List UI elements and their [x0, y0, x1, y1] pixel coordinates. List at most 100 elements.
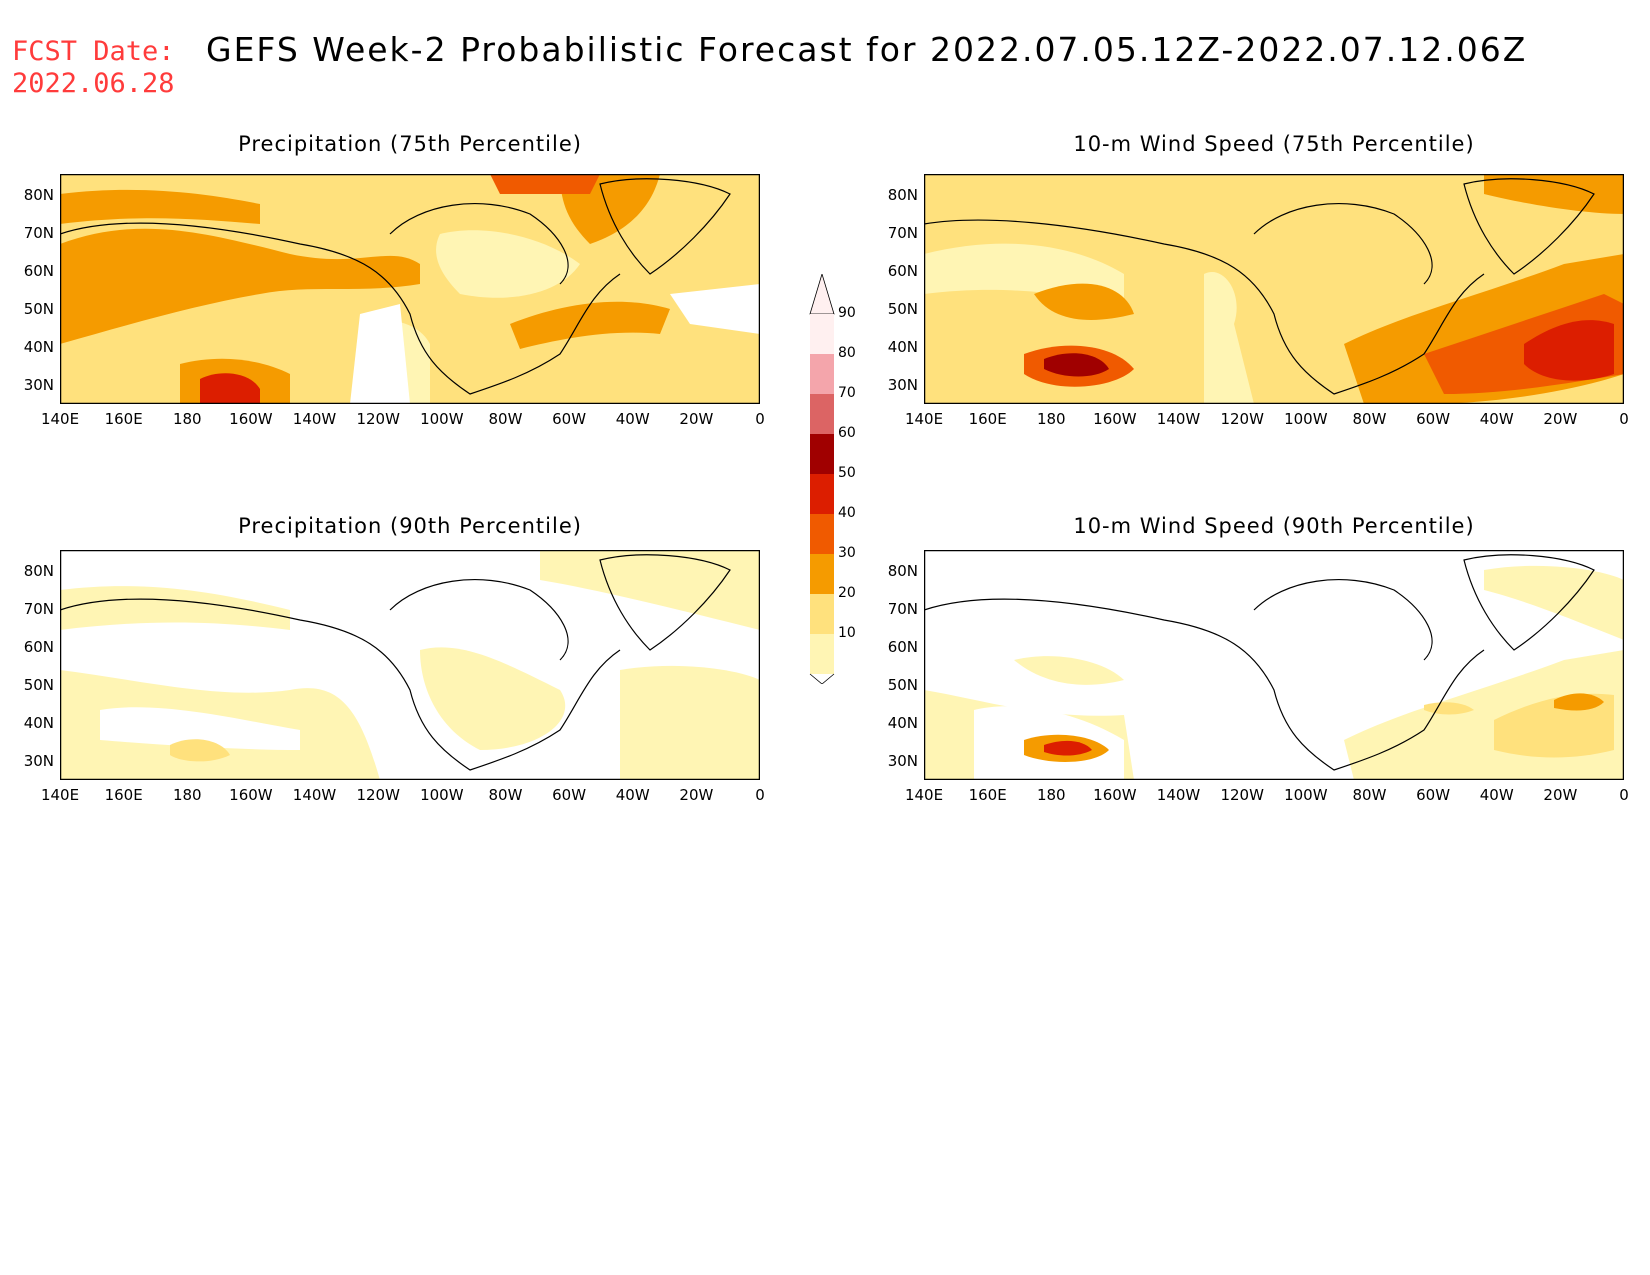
- map-wind-75: [924, 174, 1624, 404]
- x-tick-label: 180: [172, 786, 202, 804]
- x-tick-label: 160W: [1093, 410, 1137, 428]
- colorbar-label: 40: [838, 505, 856, 521]
- y-tick-label: 70N: [23, 224, 54, 242]
- x-tick-label: 140E: [40, 410, 80, 428]
- panel-title-wind-75: 10-m Wind Speed (75th Percentile): [1073, 132, 1475, 156]
- x-tick-label: 100W: [420, 786, 464, 804]
- colorbar-label: 70: [838, 385, 856, 401]
- colorbar-cell: [810, 594, 834, 634]
- colorbar-label: 90: [838, 305, 856, 321]
- x-tick-label: 160E: [968, 786, 1007, 804]
- y-tick-label: 60N: [887, 638, 918, 656]
- y-tick-label: 40N: [887, 338, 918, 356]
- y-tick-label: 70N: [887, 224, 918, 242]
- y-tick-label: 30N: [887, 376, 918, 394]
- colorbar-label: 50: [838, 465, 856, 481]
- x-tick-label: 40W: [1479, 410, 1514, 428]
- x-tick-label: 0: [755, 410, 765, 428]
- y-tick-label: 50N: [887, 300, 918, 318]
- y-tick-label: 60N: [23, 638, 54, 656]
- y-tick-label: 80N: [23, 562, 54, 580]
- y-tick-label: 60N: [23, 262, 54, 280]
- panel-title-wind-90: 10-m Wind Speed (90th Percentile): [1073, 514, 1475, 538]
- panel-title-precip-75: Precipitation (75th Percentile): [238, 132, 582, 156]
- colorbar-label: 20: [838, 585, 856, 601]
- colorbar-cell: [810, 434, 834, 474]
- y-tick-label: 30N: [23, 752, 54, 770]
- x-tick-label: 140W: [1156, 410, 1201, 428]
- x-tick-label: 80W: [488, 410, 523, 428]
- x-tick-label: 140W: [292, 410, 337, 428]
- x-tick-label: 140E: [904, 786, 944, 804]
- colorbar-label: 80: [838, 345, 856, 361]
- x-tick-label: 80W: [488, 786, 523, 804]
- x-tick-label: 140E: [40, 786, 80, 804]
- y-tick-label: 80N: [23, 186, 54, 204]
- x-tick-label: 20W: [679, 410, 714, 428]
- colorbar-cell: [810, 634, 834, 674]
- colorbar-cell: [810, 554, 834, 594]
- x-tick-label: 60W: [1416, 410, 1451, 428]
- map-precip-75: [60, 174, 760, 404]
- x-tick-label: 60W: [552, 410, 587, 428]
- colorbar-cell: [810, 474, 834, 514]
- x-tick-label: 40W: [1479, 786, 1514, 804]
- map-wind-90: [924, 550, 1624, 780]
- y-tick-label: 50N: [23, 676, 54, 694]
- colorbar-cell: [810, 354, 834, 394]
- x-tick-label: 100W: [420, 410, 464, 428]
- x-tick-label: 100W: [1284, 410, 1328, 428]
- x-tick-label: 40W: [615, 786, 650, 804]
- panel-title-precip-90: Precipitation (90th Percentile): [238, 514, 582, 538]
- y-tick-label: 30N: [887, 752, 918, 770]
- x-tick-label: 0: [1619, 786, 1629, 804]
- x-tick-label: 0: [1619, 410, 1629, 428]
- x-tick-label: 180: [1036, 410, 1066, 428]
- x-tick-label: 160W: [1093, 786, 1137, 804]
- x-tick-label: 120W: [356, 410, 400, 428]
- y-tick-label: 80N: [887, 562, 918, 580]
- y-tick-label: 40N: [23, 714, 54, 732]
- x-tick-label: 80W: [1352, 786, 1387, 804]
- x-tick-label: 40W: [615, 410, 650, 428]
- x-tick-label: 180: [172, 410, 202, 428]
- x-tick-label: 0: [755, 786, 765, 804]
- colorbar-cell: [810, 394, 834, 434]
- fcst-date-value: 2022.06.28: [12, 68, 175, 99]
- x-tick-label: 20W: [1543, 786, 1578, 804]
- fcst-date-label: FCST Date:: [12, 36, 175, 67]
- y-tick-label: 40N: [887, 714, 918, 732]
- y-tick-label: 60N: [887, 262, 918, 280]
- colorbar-label: 30: [838, 545, 856, 561]
- x-tick-label: 180: [1036, 786, 1066, 804]
- x-tick-label: 160E: [104, 786, 143, 804]
- x-tick-label: 60W: [552, 786, 587, 804]
- y-tick-label: 80N: [887, 186, 918, 204]
- x-tick-label: 60W: [1416, 786, 1451, 804]
- colorbar-label: 10: [838, 625, 856, 641]
- x-tick-label: 160E: [104, 410, 143, 428]
- colorbar-cell: [810, 314, 834, 354]
- x-tick-label: 140E: [904, 410, 944, 428]
- x-tick-label: 160E: [968, 410, 1007, 428]
- x-tick-label: 120W: [1220, 410, 1264, 428]
- colorbar-top-arrow: [809, 274, 835, 315]
- colorbar-cell: [810, 514, 834, 554]
- x-tick-label: 120W: [356, 786, 400, 804]
- colorbar-bottom-arrow: [809, 673, 835, 684]
- x-tick-label: 160W: [229, 786, 273, 804]
- x-tick-label: 100W: [1284, 786, 1328, 804]
- y-tick-label: 70N: [887, 600, 918, 618]
- page-title: GEFS Week-2 Probabilistic Forecast for 2…: [206, 30, 1528, 69]
- y-tick-label: 50N: [887, 676, 918, 694]
- x-tick-label: 140W: [292, 786, 337, 804]
- colorbar-label: 60: [838, 425, 856, 441]
- x-tick-label: 20W: [679, 786, 714, 804]
- x-tick-label: 120W: [1220, 786, 1264, 804]
- forecast-date-block: FCST Date: 2022.06.28: [12, 36, 175, 100]
- y-tick-label: 50N: [23, 300, 54, 318]
- x-tick-label: 160W: [229, 410, 273, 428]
- colorbar: [809, 274, 835, 684]
- x-tick-label: 80W: [1352, 410, 1387, 428]
- map-precip-90: [60, 550, 760, 780]
